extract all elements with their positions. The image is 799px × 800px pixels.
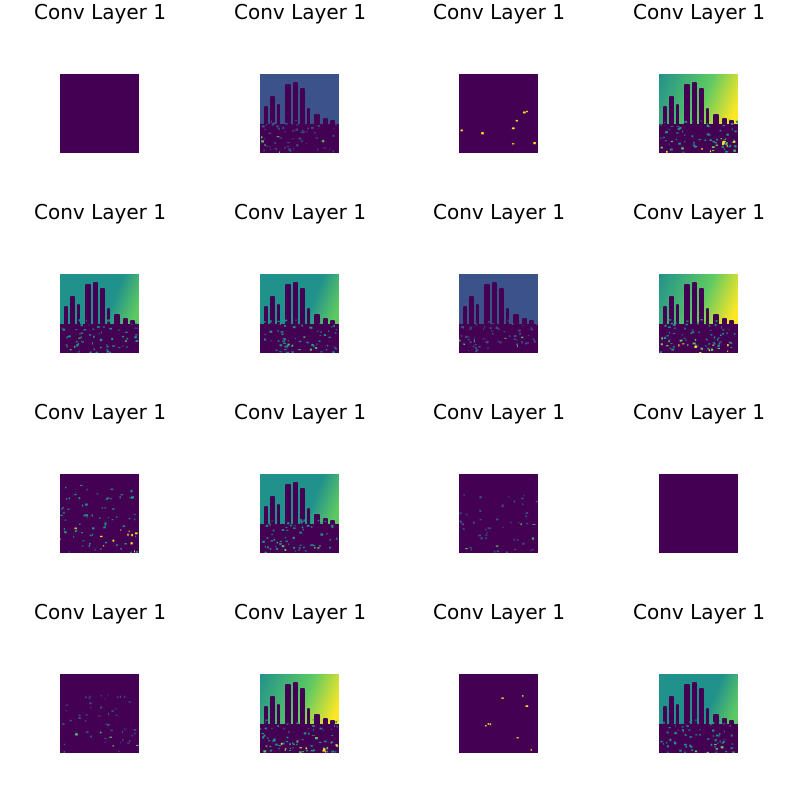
feature-map-tile: Conv Layer 1 [599,0,799,200]
feature-map-tile: Conv Layer 1 [0,0,200,200]
feature-map-title: Conv Layer 1 [234,200,366,224]
feature-map-tile: Conv Layer 1 [200,600,400,800]
feature-map-tile: Conv Layer 1 [0,600,200,800]
feature-map-title: Conv Layer 1 [433,600,565,624]
feature-map-image [659,274,738,353]
feature-map-tile: Conv Layer 1 [0,400,200,600]
feature-map-image [260,674,339,753]
feature-map-tile: Conv Layer 1 [399,0,599,200]
feature-map-image [459,74,538,153]
feature-map-image [659,674,738,753]
feature-map-image [60,674,139,753]
feature-map-tile: Conv Layer 1 [399,200,599,400]
feature-map-title: Conv Layer 1 [34,600,166,624]
feature-map-tile: Conv Layer 1 [399,600,599,800]
feature-map-image [659,74,738,153]
feature-map-tile: Conv Layer 1 [599,600,799,800]
feature-map-image [659,474,738,553]
feature-map-tile: Conv Layer 1 [399,400,599,600]
feature-map-tile: Conv Layer 1 [599,200,799,400]
feature-map-tile: Conv Layer 1 [200,200,400,400]
feature-map-title: Conv Layer 1 [633,0,765,24]
feature-map-title: Conv Layer 1 [433,200,565,224]
feature-map-tile: Conv Layer 1 [200,0,400,200]
feature-map-title: Conv Layer 1 [633,200,765,224]
feature-map-title: Conv Layer 1 [234,400,366,424]
feature-map-title: Conv Layer 1 [234,600,366,624]
feature-map-image [60,74,139,153]
feature-map-title: Conv Layer 1 [34,200,166,224]
feature-map-tile: Conv Layer 1 [0,200,200,400]
feature-map-title: Conv Layer 1 [433,400,565,424]
feature-map-image [260,274,339,353]
feature-map-title: Conv Layer 1 [633,400,765,424]
feature-map-tile: Conv Layer 1 [599,400,799,600]
feature-map-title: Conv Layer 1 [633,600,765,624]
feature-map-image [60,274,139,353]
feature-map-title: Conv Layer 1 [234,0,366,24]
feature-map-image [260,74,339,153]
feature-map-title: Conv Layer 1 [34,0,166,24]
feature-map-image [60,474,139,553]
feature-map-image [260,474,339,553]
feature-map-tile: Conv Layer 1 [200,400,400,600]
feature-map-image [459,274,538,353]
feature-map-title: Conv Layer 1 [433,0,565,24]
feature-map-image [459,674,538,753]
feature-map-title: Conv Layer 1 [34,400,166,424]
feature-map-image [459,474,538,553]
